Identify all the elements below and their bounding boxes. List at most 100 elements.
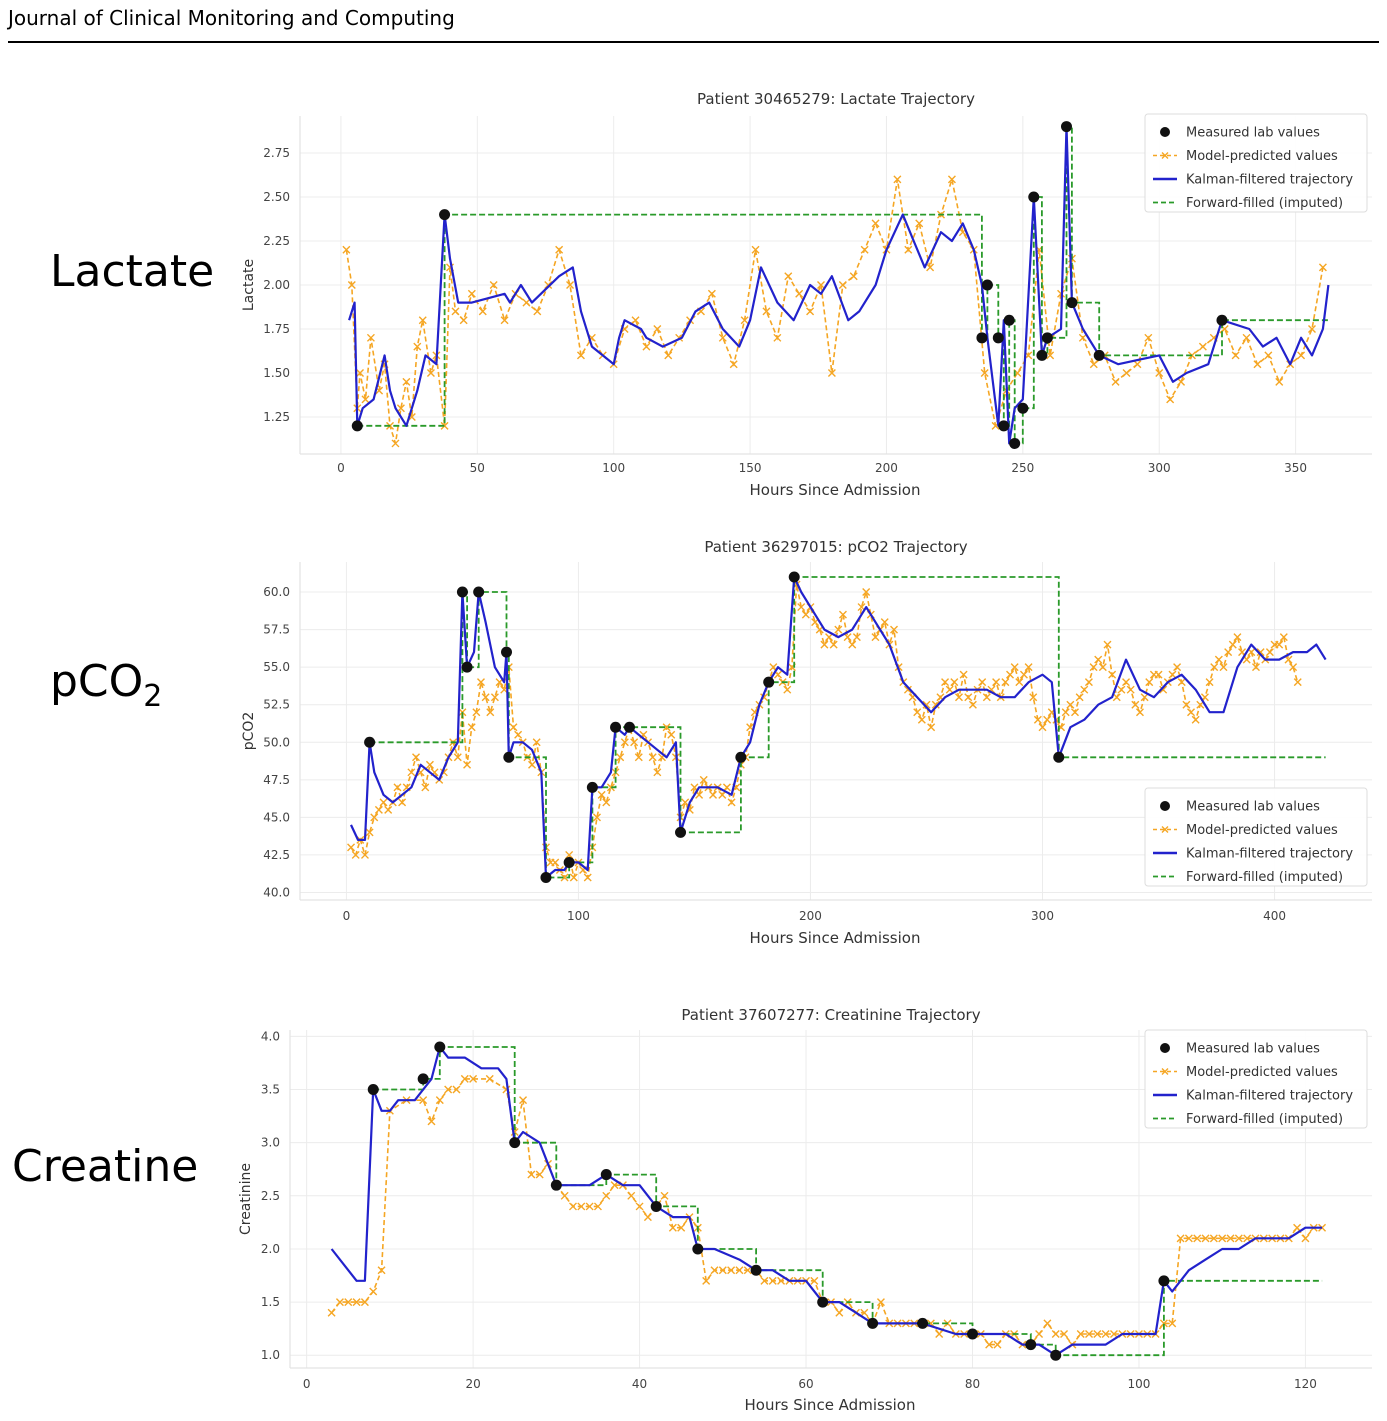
y-tick-label: 2.00 — [263, 278, 290, 292]
predicted-point — [783, 685, 792, 694]
predicted-point — [1275, 640, 1284, 649]
y-tick-label: 50.0 — [263, 735, 290, 749]
plot-area — [342, 125, 1330, 448]
measured-point — [976, 332, 988, 344]
predicted-point — [1176, 1234, 1185, 1243]
predicted-point — [1094, 655, 1103, 664]
predicted-point — [941, 678, 950, 687]
predicted-point — [419, 1096, 428, 1105]
predicted-point — [467, 723, 476, 732]
measured-point — [917, 1317, 929, 1329]
predicted-point — [1293, 678, 1302, 687]
measured-point — [1060, 121, 1072, 133]
x-tick-label: 400 — [1263, 909, 1286, 923]
predicted-point — [890, 625, 899, 634]
predicted-point — [500, 316, 509, 325]
x-tick-label: 300 — [1148, 461, 1171, 475]
measured-point — [992, 332, 1004, 344]
predicted-point — [707, 289, 716, 298]
predicted-point — [985, 1340, 994, 1349]
predicted-point — [1205, 678, 1214, 687]
predicted-point — [1201, 1234, 1210, 1243]
measured-point — [1003, 314, 1015, 326]
predicted-point — [667, 730, 676, 739]
predicted-point — [820, 640, 829, 649]
measured-point — [1009, 437, 1021, 449]
x-tick-label: 20 — [465, 1377, 480, 1391]
predicted-point — [1089, 360, 1098, 369]
measured-point — [675, 826, 687, 838]
predicted-point — [784, 272, 793, 281]
predicted-point — [440, 421, 449, 430]
predicted-point — [481, 693, 490, 702]
predicted-point — [522, 298, 531, 307]
y-tick-label: 2.50 — [263, 190, 290, 204]
y-axis-label: Lactate — [241, 259, 257, 311]
predicted-point — [1111, 377, 1120, 386]
predicted-point — [1019, 670, 1028, 679]
predicted-point — [509, 723, 518, 732]
predicted-point — [992, 678, 1001, 687]
predicted-point — [1297, 351, 1306, 360]
legend-label: Measured lab values — [1186, 1042, 1320, 1057]
y-tick-label: 60.0 — [263, 585, 290, 599]
predicted-point — [451, 307, 460, 316]
predicted-point — [727, 798, 736, 807]
predicted-point — [1166, 395, 1175, 404]
predicted-point — [634, 753, 643, 762]
creatinine-chart: Patient 37607277: Creatinine Trajectory 0… — [238, 1006, 1372, 1414]
predicted-point — [366, 333, 375, 342]
predicted-point — [768, 1276, 777, 1285]
predicted-point — [384, 805, 393, 814]
predicted-point — [718, 1266, 727, 1275]
predicted-point — [913, 708, 922, 717]
predicted-point — [620, 738, 629, 747]
predicted-point — [467, 289, 476, 298]
predicted-point — [702, 1276, 711, 1285]
predicted-point — [1038, 723, 1047, 732]
predicted-point — [490, 693, 499, 702]
measured-point — [623, 721, 635, 733]
predicted-point — [1035, 1329, 1044, 1338]
y-tick-label: 1.0 — [261, 1348, 280, 1362]
measured-point — [600, 1169, 612, 1181]
predicted-point — [393, 783, 402, 792]
y-tick-label: 2.0 — [261, 1242, 280, 1256]
measured-point — [981, 279, 993, 291]
predicted-point — [1112, 693, 1121, 702]
y-tick-label: 1.75 — [263, 322, 290, 336]
x-tick-label: 80 — [965, 1377, 980, 1391]
predicted-point — [709, 790, 718, 799]
predicted-point — [425, 760, 434, 769]
legend-swatch-predicted-marker — [1161, 152, 1169, 159]
measured-point — [417, 1073, 429, 1085]
predicted-point — [1289, 663, 1298, 672]
predicted-point — [1307, 325, 1316, 334]
predicted-point — [528, 760, 537, 769]
legend-swatch-measured — [1160, 1043, 1170, 1053]
predicted-point — [843, 633, 852, 642]
x-tick-label: 100 — [567, 909, 590, 923]
legend-label: Measured lab values — [1186, 126, 1320, 141]
y-tick-label: 2.5 — [261, 1189, 280, 1203]
row-label-pco2-main: pCO — [50, 656, 144, 707]
predicted-point — [968, 700, 977, 709]
predicted-point — [593, 813, 601, 822]
y-tick-label: 42.5 — [263, 848, 290, 862]
predicted-point — [1145, 678, 1154, 687]
predicted-point — [1177, 377, 1186, 386]
predicted-point — [1043, 1319, 1052, 1328]
predicted-point — [1122, 369, 1131, 378]
lactate-chart: Patient 30465279: Lactate Trajectory 0 50 1… — [241, 90, 1372, 499]
legend-label: Forward-filled (imputed) — [1186, 1112, 1343, 1127]
measured-point — [610, 721, 622, 733]
predicted-point — [893, 175, 902, 184]
y-tick-label: 3.0 — [261, 1136, 280, 1150]
predicted-point — [1177, 678, 1186, 687]
predicted-point — [459, 316, 468, 325]
measured-point — [540, 871, 552, 883]
predicted-point — [993, 1340, 1002, 1349]
measured-point — [563, 856, 575, 868]
predicted-point — [1318, 263, 1327, 272]
predicted-point — [653, 325, 662, 334]
